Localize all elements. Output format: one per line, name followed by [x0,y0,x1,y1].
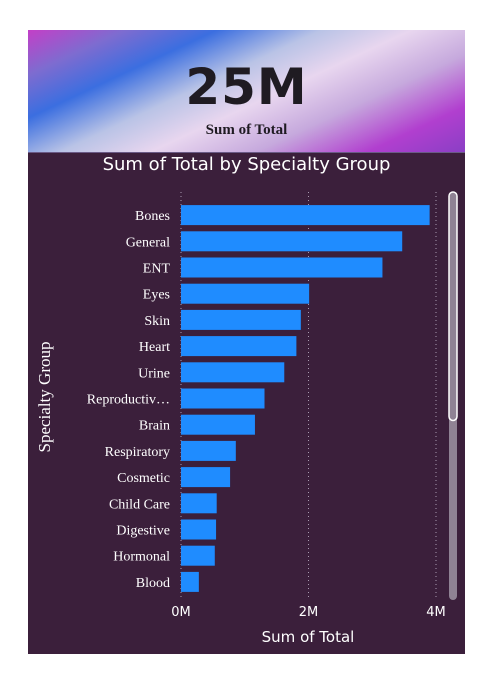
x-axis-title: Sum of Total [262,628,355,646]
bar-heart[interactable] [181,336,297,357]
bar-eyes[interactable] [181,283,310,304]
bar-skin[interactable] [181,309,301,330]
category-label: Bones [135,209,170,224]
bar-respiratory[interactable] [181,440,236,461]
category-label: Blood [136,576,170,591]
chart-title: Sum of Total by Specialty Group [102,154,391,175]
bar-brain[interactable] [181,414,255,435]
bar-urine[interactable] [181,362,285,383]
category-label: General [126,235,170,250]
bar-child-care[interactable] [181,493,217,514]
x-tick-label: 2M [299,605,319,620]
kpi-card: 25M Sum of Total [28,30,465,153]
y-axis-title: Specialty Group [35,342,54,453]
category-label: Heart [139,340,170,355]
bar-ent[interactable] [181,257,383,278]
bar-bones[interactable] [181,205,430,226]
category-label: Brain [139,419,170,434]
category-label: Child Care [109,497,170,512]
x-tick-label: 4M [426,605,446,620]
category-label: Eyes [143,288,170,303]
bar-digestive[interactable] [181,519,217,540]
category-label: ENT [143,262,171,277]
bar-general[interactable] [181,231,403,252]
scrollbar-thumb[interactable] [448,191,458,422]
category-label: Digestive [116,524,170,539]
bar-hormonal[interactable] [181,545,215,566]
category-label: Reproductiv… [87,393,170,408]
category-label: Cosmetic [117,471,170,486]
category-label: Skin [144,314,170,329]
bar-reproductiv[interactable] [181,388,265,409]
kpi-value: 25M [185,58,308,116]
bar-chart: Bones General ENT Eyes Skin Heart Urine Reprodu… [35,191,458,646]
kpi-label: Sum of Total [205,122,288,138]
category-label: Respiratory [105,445,170,460]
category-label: Hormonal [113,550,170,565]
bar-cosmetic[interactable] [181,467,231,488]
x-tick-label: 0M [171,605,191,620]
category-label: Urine [138,366,170,381]
visual-card: 25M Sum of Total Sum of Total by Special… [28,30,465,654]
bar-blood[interactable] [181,571,199,592]
